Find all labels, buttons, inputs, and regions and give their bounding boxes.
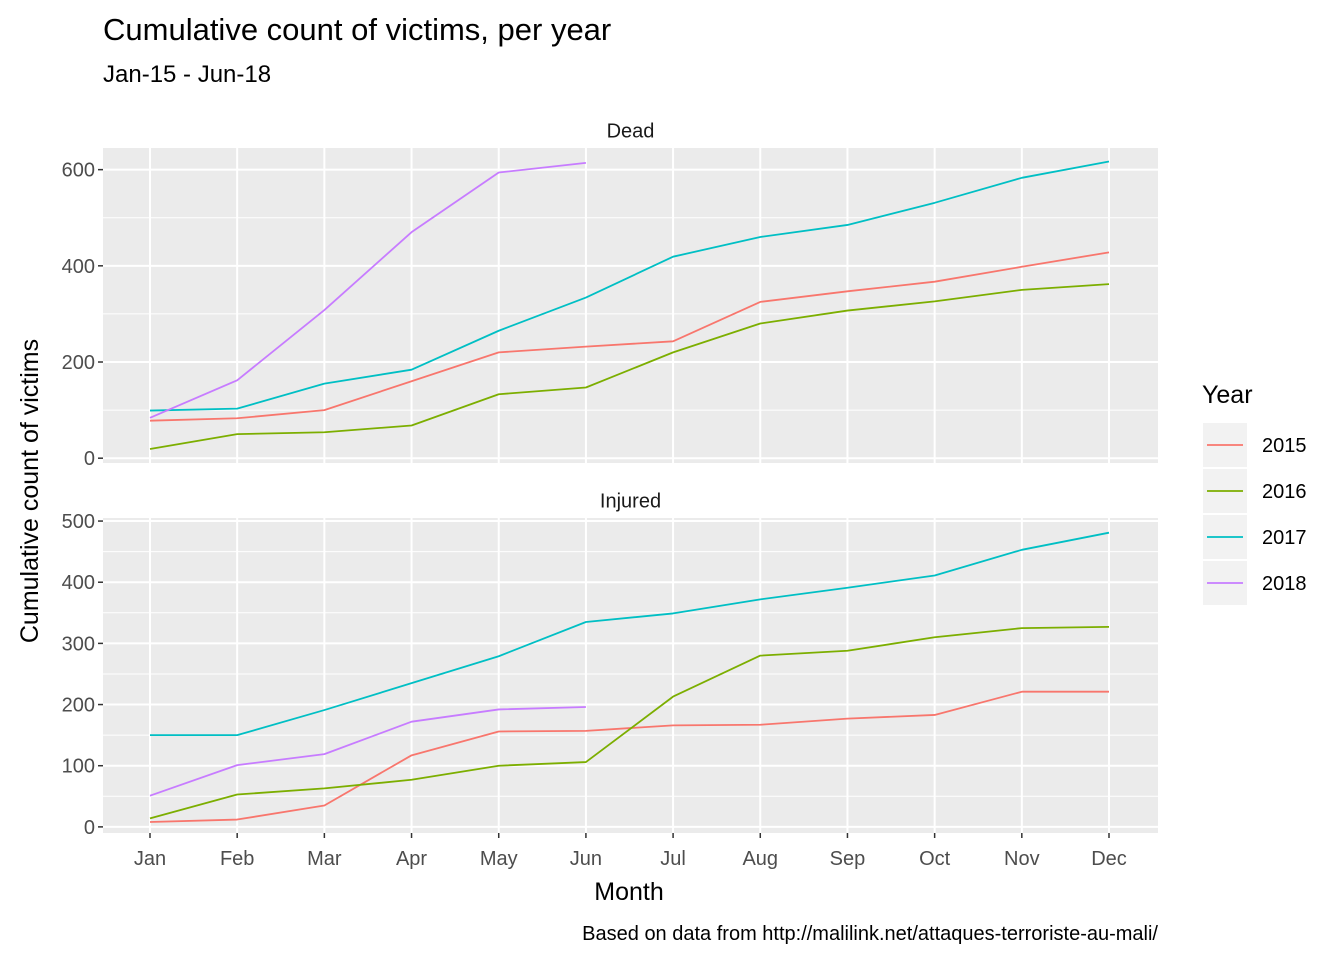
legend-label: 2015 (1262, 435, 1307, 457)
y-tick-label: 100 (62, 756, 95, 778)
facet-strip (103, 113, 1158, 148)
legend-item-2016: 2016 (1203, 469, 1307, 513)
series-line-2018 (149, 162, 587, 419)
x-tick-label: Aug (742, 848, 778, 870)
y-tick-label: 300 (62, 633, 95, 655)
facet-strip-label: Injured (600, 491, 661, 513)
panel-background (103, 518, 1158, 833)
x-tick-label: Jan (134, 848, 166, 870)
series-line-2017 (149, 160, 1110, 412)
chart-subtitle: Jan-15 - Jun-18 (103, 61, 271, 88)
facet-strip-label: Dead (607, 121, 655, 143)
panel-dead: Dead 0 200 400 600 (62, 113, 1158, 470)
y-tick-label: 200 (62, 695, 95, 717)
chart-caption: Based on data from http://malilink.net/a… (582, 923, 1158, 945)
y-tick-label: 500 (62, 511, 95, 533)
x-axis-title: Month (594, 878, 663, 906)
x-tick-label: May (480, 848, 518, 870)
legend-item-2018: 2018 (1203, 561, 1307, 605)
x-tick-label: Sep (830, 848, 866, 870)
x-axis: Jan Feb Mar Apr May Jun Jul Aug Sep Oct Nov Dec (134, 833, 1127, 870)
legend: Year 2015 2016 2017 2018 (1202, 381, 1307, 605)
x-tick-label: Feb (220, 848, 254, 870)
x-tick-label: Dec (1091, 848, 1127, 870)
legend-label: 2018 (1262, 573, 1307, 595)
x-tick-label: Jun (570, 848, 602, 870)
facet-strip (103, 483, 1158, 518)
x-tick-label: Nov (1004, 848, 1040, 870)
facet-panels: Dead 0 200 400 600 Injured 0 100 200 300 400 500 (62, 113, 1158, 839)
legend-item-2017: 2017 (1203, 515, 1307, 559)
series-line-2018 (149, 706, 586, 797)
y-tick-label: 200 (62, 352, 95, 374)
chart-title: Cumulative count of victims, per year (103, 12, 611, 47)
series-line-2015 (149, 251, 1110, 422)
panel-injured: Injured 0 100 200 300 400 500 (62, 483, 1158, 839)
x-tick-label: Jul (660, 848, 686, 870)
legend-label: 2017 (1262, 527, 1307, 549)
series-line-2015 (149, 690, 1109, 823)
legend-label: 2016 (1262, 481, 1307, 503)
x-tick-label: Oct (919, 848, 951, 870)
x-tick-label: Apr (396, 848, 427, 870)
y-axis-title: Cumulative count of victims (16, 339, 44, 643)
legend-title: Year (1202, 381, 1253, 409)
series-line-2017 (150, 531, 1110, 737)
legend-item-2015: 2015 (1203, 423, 1307, 467)
y-tick-label: 600 (62, 160, 95, 182)
y-tick-label: 400 (62, 256, 95, 278)
y-tick-label: 400 (62, 572, 95, 594)
y-tick-label: 0 (84, 817, 95, 839)
series-line-2016 (149, 625, 1110, 820)
y-tick-label: 0 (84, 448, 95, 470)
series-line-2016 (149, 283, 1110, 450)
x-tick-label: Mar (307, 848, 342, 870)
